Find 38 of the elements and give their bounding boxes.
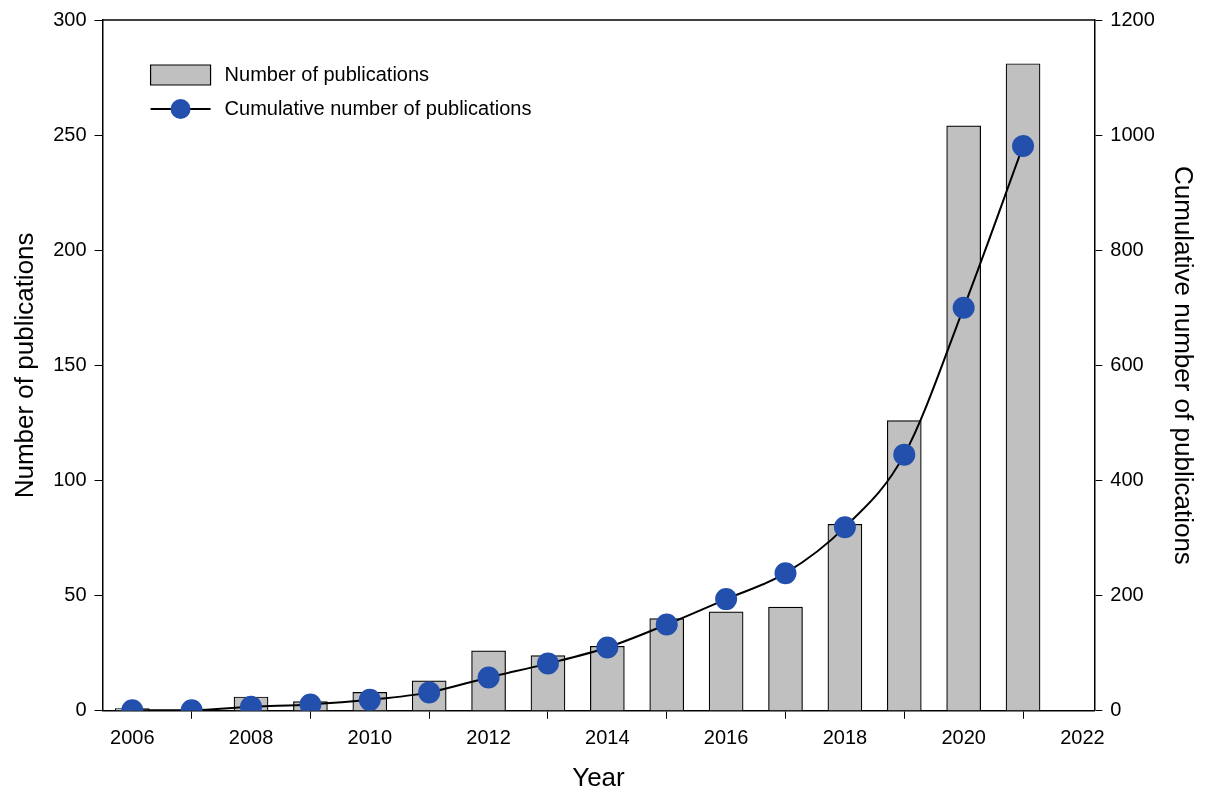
y2-tick-label: 1200 [1110, 7, 1155, 30]
y2-axis-title: Cumulative number of publications [1169, 165, 1200, 565]
x-tick-label: 2018 [822, 726, 868, 749]
point [1012, 135, 1035, 158]
y-tick-label: 50 [64, 583, 87, 606]
point [596, 636, 619, 659]
point [358, 688, 381, 711]
y2-tick-label: 1000 [1110, 122, 1155, 145]
point [833, 516, 856, 539]
y2-tick-label: 400 [1110, 468, 1144, 491]
x-tick-label: 2022 [1060, 726, 1105, 749]
x-axis-title: Year [572, 761, 626, 792]
y2-tick-label: 600 [1110, 352, 1144, 375]
y-tick-label: 150 [53, 352, 87, 375]
y-tick-label: 0 [75, 698, 87, 721]
y2-tick-label: 800 [1110, 237, 1144, 260]
point [893, 443, 916, 466]
x-tick-label: 2014 [585, 726, 630, 749]
x-tick-label: 2020 [941, 726, 986, 749]
y-axis-title: Number of publications [8, 232, 39, 499]
y-tick-label: 100 [53, 468, 87, 491]
point [952, 296, 975, 319]
point [655, 613, 678, 636]
x-tick-label: 2006 [110, 726, 155, 749]
y2-tick-label: 200 [1110, 583, 1144, 606]
y-tick-label: 200 [53, 237, 87, 260]
point [536, 652, 559, 675]
x-tick-label: 2008 [228, 726, 274, 749]
legend-label: Number of publications [224, 62, 430, 85]
legend-label: Cumulative number of publications [224, 96, 532, 119]
point [774, 562, 797, 585]
x-tick-label: 2010 [347, 726, 393, 749]
x-tick-label: 2016 [703, 726, 749, 749]
point [715, 588, 738, 611]
y-tick-label: 300 [53, 7, 87, 30]
y2-tick-label: 0 [1110, 698, 1122, 721]
x-tick-label: 2012 [466, 726, 511, 749]
y-tick-label: 250 [53, 122, 87, 145]
